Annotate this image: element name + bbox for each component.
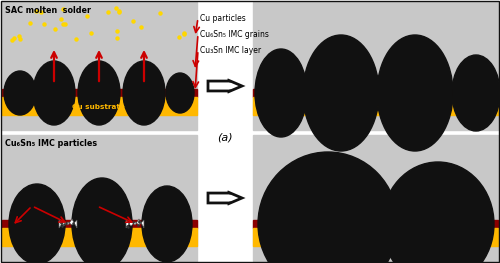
Ellipse shape — [78, 61, 120, 125]
Bar — [253, 97, 498, 115]
Polygon shape — [126, 219, 144, 228]
Text: (a): (a) — [217, 132, 233, 142]
Bar — [2, 89, 197, 97]
Bar — [2, 2, 197, 130]
Ellipse shape — [255, 49, 307, 137]
Bar — [253, 228, 498, 246]
Bar — [253, 220, 498, 228]
Polygon shape — [59, 219, 77, 228]
Bar — [2, 97, 197, 115]
Text: Cu₆Sn₅ IMC particles: Cu₆Sn₅ IMC particles — [5, 139, 97, 148]
Bar — [2, 228, 197, 246]
Bar — [2, 135, 197, 261]
Ellipse shape — [258, 152, 398, 263]
Bar — [253, 89, 498, 97]
Ellipse shape — [452, 55, 500, 131]
Text: SAC molten  solder: SAC molten solder — [5, 6, 91, 15]
Polygon shape — [208, 193, 242, 204]
Ellipse shape — [377, 35, 453, 151]
Ellipse shape — [142, 186, 192, 262]
Text: Cu particles: Cu particles — [200, 14, 246, 23]
Bar — [2, 220, 197, 228]
Ellipse shape — [303, 35, 379, 151]
Text: Cu₃Sn IMC layer: Cu₃Sn IMC layer — [200, 46, 261, 55]
Ellipse shape — [4, 71, 36, 115]
Ellipse shape — [123, 61, 165, 125]
Bar — [253, 135, 498, 261]
Ellipse shape — [72, 178, 132, 263]
Polygon shape — [208, 80, 242, 92]
Text: Cu₆Sn₅ IMC grains: Cu₆Sn₅ IMC grains — [200, 30, 269, 39]
Ellipse shape — [9, 184, 65, 263]
Ellipse shape — [166, 73, 194, 113]
Bar — [253, 2, 498, 130]
Text: Cu substrate: Cu substrate — [72, 104, 124, 110]
Ellipse shape — [382, 162, 494, 263]
Ellipse shape — [33, 61, 75, 125]
